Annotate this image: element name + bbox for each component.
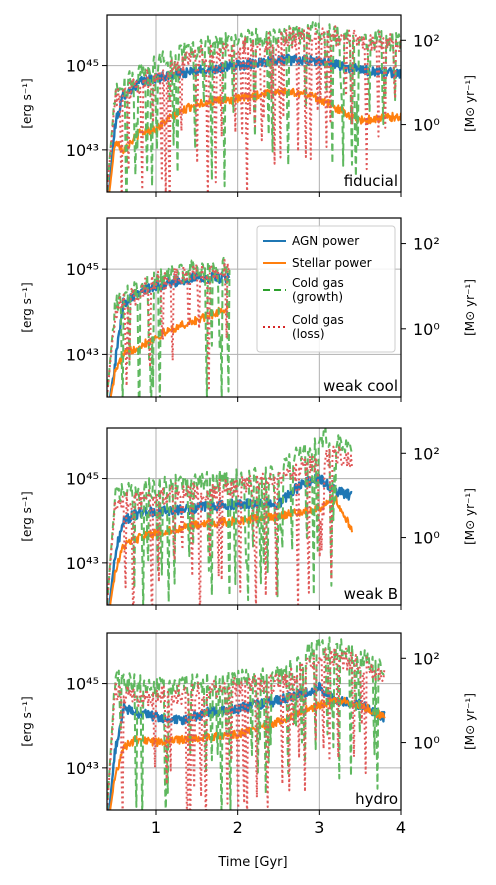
series-group xyxy=(107,21,401,192)
right-y-tick-label: 10⁰ xyxy=(413,529,440,548)
right-y-tick-label: 10² xyxy=(413,31,440,50)
right-y-axis-label: [M⊙ yr⁻¹] xyxy=(463,75,477,132)
left-y-tick-label: 10⁴⁵ xyxy=(66,675,99,694)
left-y-axis-label: [erg s⁻¹] xyxy=(20,78,34,128)
right-y-axis-label: [M⊙ yr⁻¹] xyxy=(463,279,477,336)
series-line-cold-gas-loss xyxy=(107,646,386,810)
legend-box xyxy=(256,225,396,353)
axes-frame xyxy=(106,14,402,193)
panel-fiducial: 10⁴⁵ 10⁴³ 10² 10⁰ [erg s⁻¹] [M⊙ yr⁻¹] fiducial xyxy=(20,14,477,197)
left-y-tick-label: 10⁴⁵ xyxy=(66,260,99,279)
series-line-cold-gas-growth xyxy=(107,256,231,397)
series-line-cold-gas-growth xyxy=(107,21,401,192)
right-y-tick-label: 10² xyxy=(413,235,440,254)
series-line-cold-gas-loss xyxy=(107,24,401,192)
axes-frame xyxy=(106,217,402,398)
panel-label: weak cool xyxy=(323,377,398,395)
legend-label: Cold gas xyxy=(292,276,344,290)
right-y-tick-label: 10² xyxy=(413,444,440,463)
panel-label: hydro xyxy=(355,790,398,808)
panel-label: fiducial xyxy=(344,172,398,190)
legend-label: (loss) xyxy=(292,327,325,341)
series-line-cold-gas-loss xyxy=(107,259,231,397)
x-tick-label: 2 xyxy=(233,818,243,837)
panel-hydro: 1 2 3 4 10⁴⁵ 10⁴³ 10² 10⁰ [erg s⁻¹] [M⊙ yr⁻¹] hydr… xyxy=(20,632,477,837)
x-tick-label: 1 xyxy=(151,818,161,837)
legend-label: Cold gas xyxy=(292,313,344,327)
left-y-axis-label: [erg s⁻¹] xyxy=(20,696,34,746)
panel-weak-B: 10⁴⁵ 10⁴³ 10² 10⁰ [erg s⁻¹] [M⊙ yr⁻¹] weak B xyxy=(20,427,477,610)
right-y-tick-label: 10⁰ xyxy=(413,116,440,135)
legend-label: Stellar power xyxy=(292,256,372,270)
left-y-axis-label: [erg s⁻¹] xyxy=(20,282,34,332)
legend-label: AGN power xyxy=(292,234,359,248)
panel-label: weak B xyxy=(344,585,398,603)
right-y-tick-label: 10⁰ xyxy=(413,320,440,339)
right-y-axis-label: [M⊙ yr⁻¹] xyxy=(463,488,477,545)
left-y-tick-label: 10⁴³ xyxy=(66,759,99,778)
axes-frame xyxy=(106,427,402,606)
right-y-tick-label: 10⁰ xyxy=(413,734,440,753)
series-line-cold-gas-growth xyxy=(107,428,353,605)
left-y-tick-label: 10⁴⁵ xyxy=(66,57,99,76)
legend-label: (growth) xyxy=(292,290,343,304)
series-group xyxy=(107,256,231,397)
x-tick-label: 3 xyxy=(314,818,324,837)
left-y-tick-label: 10⁴³ xyxy=(66,141,99,160)
x-tick-label: 4 xyxy=(396,818,406,837)
panel-weak-cool: 10⁴⁵ 10⁴³ 10² 10⁰ [erg s⁻¹] [M⊙ yr⁻¹] weak coo… xyxy=(20,217,477,402)
series-group xyxy=(107,428,353,605)
right-y-tick-label: 10² xyxy=(413,649,440,668)
axes-frame xyxy=(106,632,402,811)
x-axis-label: Time [Gyr] xyxy=(217,855,287,870)
series-group xyxy=(107,636,386,810)
left-y-axis-label: [erg s⁻¹] xyxy=(20,491,34,541)
left-y-tick-label: 10⁴³ xyxy=(66,554,99,573)
series-line-cold-gas-loss xyxy=(107,445,353,605)
right-y-axis-label: [M⊙ yr⁻¹] xyxy=(463,693,477,750)
left-y-tick-label: 10⁴⁵ xyxy=(66,470,99,489)
left-y-tick-label: 10⁴³ xyxy=(66,345,99,364)
